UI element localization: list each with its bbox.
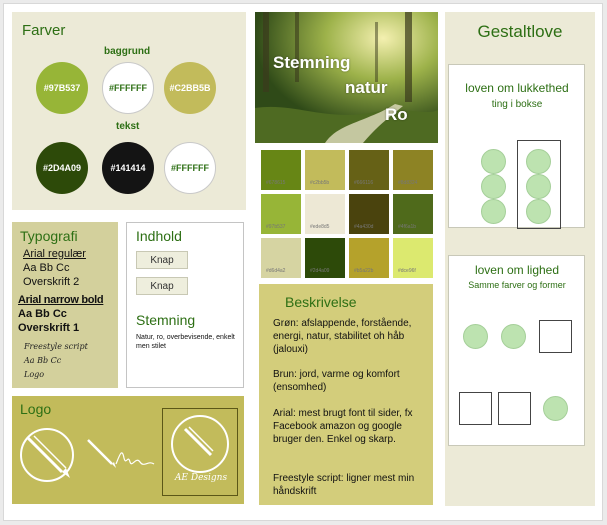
beskrivelse-groen: Grøn: afslappende, forstående, energi, n… bbox=[273, 318, 412, 355]
logo-frame: AE Designs bbox=[162, 408, 238, 496]
gestaltlove-title: Gestaltlove bbox=[477, 22, 563, 41]
farver-title: Farver bbox=[22, 22, 66, 39]
typografi-panel: Typografi Arial regulær Aa Bb Cc Overskr… bbox=[12, 222, 118, 388]
beskrivelse-panel: Beskrivelse Grøn: afslappende, forståend… bbox=[259, 284, 433, 505]
enclosing-box bbox=[517, 140, 561, 229]
color-circle: #FFFFFF bbox=[102, 62, 154, 114]
green-circle bbox=[526, 149, 551, 174]
indhold-panel: Indhold Knap Knap Stemning Natur, ro, ov… bbox=[126, 222, 244, 388]
palette-swatch: #4a430d bbox=[349, 194, 389, 234]
nature-photo: Stemning natur Ro bbox=[255, 12, 438, 143]
beskrivelse-title: Beskrivelse bbox=[285, 294, 357, 310]
freestyle-sample: Aa Bb Cc bbox=[24, 356, 62, 365]
lighed-box: loven om lighed Samme farver og former bbox=[448, 255, 585, 446]
color-circle: #141414 bbox=[102, 142, 154, 194]
lukkethed-subtitle: ting i bokse bbox=[491, 99, 543, 110]
beskrivelse-brun: Brun: jord, varme og komfort (ensomhed) bbox=[273, 369, 400, 393]
forest-image bbox=[255, 12, 438, 143]
arial-overskrift: Overskrift 2 bbox=[23, 276, 80, 288]
green-circle bbox=[481, 174, 506, 199]
green-circle bbox=[481, 149, 506, 174]
stemning-title: Stemning bbox=[136, 312, 196, 328]
color-circle: #FFFFFF bbox=[164, 142, 216, 194]
narrow-bold-label: Arial narrow bold bbox=[18, 294, 104, 306]
farver-panel: Farver baggrund #97B537 #FFFFFF #C2BB5B … bbox=[12, 12, 246, 210]
knap-button[interactable]: Knap bbox=[136, 277, 188, 295]
green-circle bbox=[481, 199, 506, 224]
palette-swatch: #dce96f bbox=[393, 238, 433, 278]
palette-swatch: #8d8324 bbox=[393, 150, 433, 190]
palette-swatch: #c2bb5b bbox=[305, 150, 345, 190]
palette-swatch: #ede8d5 bbox=[305, 194, 345, 234]
palette-swatch: #97b537 bbox=[261, 194, 301, 234]
signature-logo-icon bbox=[87, 439, 155, 468]
beskrivelse-freestyle: Freestyle script: ligner mest min håndsk… bbox=[273, 473, 415, 497]
green-circle bbox=[526, 174, 551, 199]
arial-sample: Aa Bb Cc bbox=[23, 262, 70, 274]
lukkethed-title: loven om lukkethed bbox=[465, 81, 569, 95]
narrow-sample: Aa Bb Cc bbox=[18, 308, 67, 320]
photo-word-ro: Ro bbox=[385, 105, 408, 124]
freestyle-logo: Logo bbox=[24, 370, 45, 379]
green-circle bbox=[526, 199, 551, 224]
palette-swatch: #d6d4a2 bbox=[261, 238, 301, 278]
photo-word-natur: natur bbox=[345, 78, 388, 97]
square-shape bbox=[498, 392, 531, 425]
stemning-text: Natur, ro, overbevisende, enkelt men sti… bbox=[136, 334, 235, 350]
logo-signature-text: AE Designs bbox=[174, 473, 228, 483]
palette-swatch: #678615 bbox=[261, 150, 301, 190]
photo-word-stemning: Stemning bbox=[273, 53, 351, 72]
logo-title: Logo bbox=[20, 401, 52, 417]
square-shape bbox=[539, 320, 572, 353]
lukkethed-box: loven om lukkethed ting i bokse bbox=[448, 64, 585, 229]
logo-panel: Logo AE Designs bbox=[12, 396, 244, 504]
tekst-label: tekst bbox=[116, 121, 140, 132]
pencil-badge-icon bbox=[171, 415, 229, 473]
gestaltlove-panel: Gestaltlove loven om lukkethed ting i bo… bbox=[445, 12, 595, 506]
beskrivelse-arial: Arial: mest brugt font til sider, fx Fac… bbox=[273, 408, 413, 445]
baggrund-label: baggrund bbox=[104, 46, 151, 57]
knap-button[interactable]: Knap bbox=[136, 251, 188, 269]
color-circle: #2D4A09 bbox=[36, 142, 88, 194]
palette-swatch: #2d4a09 bbox=[305, 238, 345, 278]
pencil-logo-icon bbox=[20, 428, 74, 482]
narrow-overskrift: Overskrift 1 bbox=[18, 322, 80, 334]
lighed-title: loven om lighed bbox=[474, 263, 560, 277]
palette-swatch: #666116 bbox=[349, 150, 389, 190]
green-circle bbox=[463, 324, 488, 349]
palette-swatch: #4f6a1b bbox=[393, 194, 433, 234]
color-circle: #97B537 bbox=[36, 62, 88, 114]
lighed-subtitle: Samme farver og former bbox=[468, 280, 566, 290]
green-circle bbox=[501, 324, 526, 349]
typografi-title: Typografi bbox=[20, 228, 78, 244]
arial-regular-label: Arial regulær bbox=[23, 248, 86, 260]
green-circle bbox=[543, 396, 568, 421]
palette-swatch: #b5a22b bbox=[349, 238, 389, 278]
freestyle-label: Freestyle script bbox=[24, 342, 88, 351]
indhold-title: Indhold bbox=[136, 228, 182, 244]
color-palette: #678615 #c2bb5b #666116 #8d8324 #97b537 … bbox=[259, 150, 439, 280]
square-shape bbox=[459, 392, 492, 425]
color-circle: #C2BB5B bbox=[164, 62, 216, 114]
